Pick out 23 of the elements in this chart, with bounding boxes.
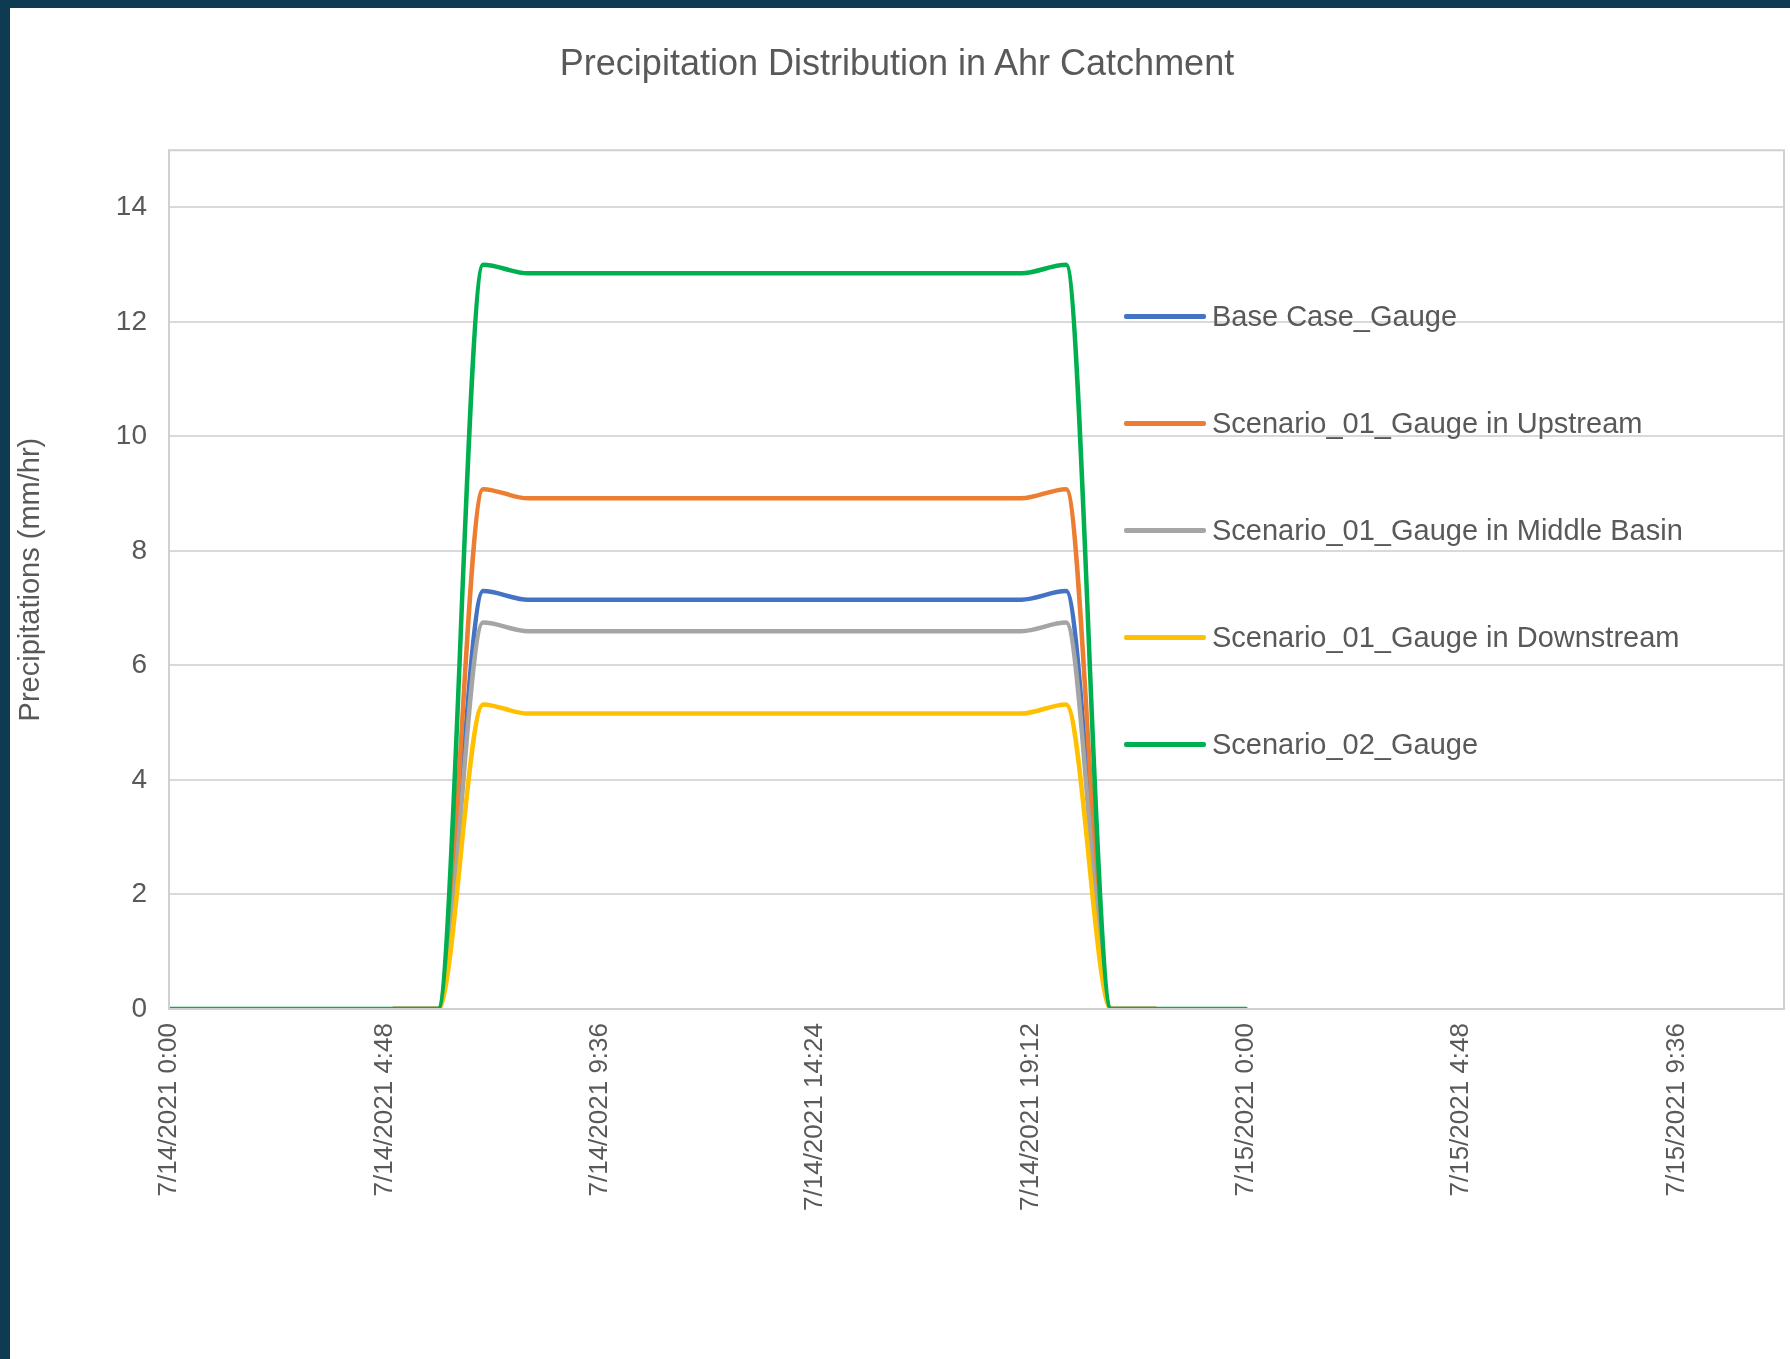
y-axis-title: Precipitations (mm/hr) bbox=[13, 437, 46, 722]
x-tick-label: 7/15/2021 9:36 bbox=[1659, 1023, 1690, 1197]
legend-label: Scenario_01_Gauge in Downstream bbox=[1212, 621, 1680, 654]
y-tick-label: 12 bbox=[115, 304, 147, 336]
x-tick-label: 7/15/2021 0:00 bbox=[1228, 1023, 1259, 1197]
x-tick-label: 7/15/2021 4:48 bbox=[1444, 1023, 1475, 1197]
x-tick-label: 7/14/2021 0:00 bbox=[152, 1023, 183, 1197]
y-tick-label: 0 bbox=[131, 991, 147, 1023]
chart-title: Precipitation Distribution in Ahr Catchment bbox=[559, 41, 1235, 83]
y-tick-label: 8 bbox=[131, 533, 147, 565]
y-tick-label: 6 bbox=[131, 648, 147, 680]
y-tick-label: 4 bbox=[131, 762, 147, 794]
y-tick-label: 2 bbox=[131, 877, 147, 909]
x-tick-label: 7/14/2021 19:12 bbox=[1013, 1023, 1044, 1211]
x-tick-label: 7/14/2021 4:48 bbox=[367, 1023, 398, 1197]
legend-label: Scenario_01_Gauge in Upstream bbox=[1212, 407, 1643, 440]
legend-label: Base Case_Gauge bbox=[1212, 300, 1458, 333]
legend-label: Scenario_01_Gauge in Middle Basin bbox=[1212, 514, 1683, 547]
y-tick-label: 10 bbox=[115, 419, 147, 451]
x-tick-label: 7/14/2021 14:24 bbox=[798, 1023, 829, 1211]
x-tick-label: 7/14/2021 9:36 bbox=[582, 1023, 613, 1197]
y-tick-label: 14 bbox=[115, 190, 147, 222]
legend-label: Scenario_02_Gauge bbox=[1212, 728, 1479, 761]
